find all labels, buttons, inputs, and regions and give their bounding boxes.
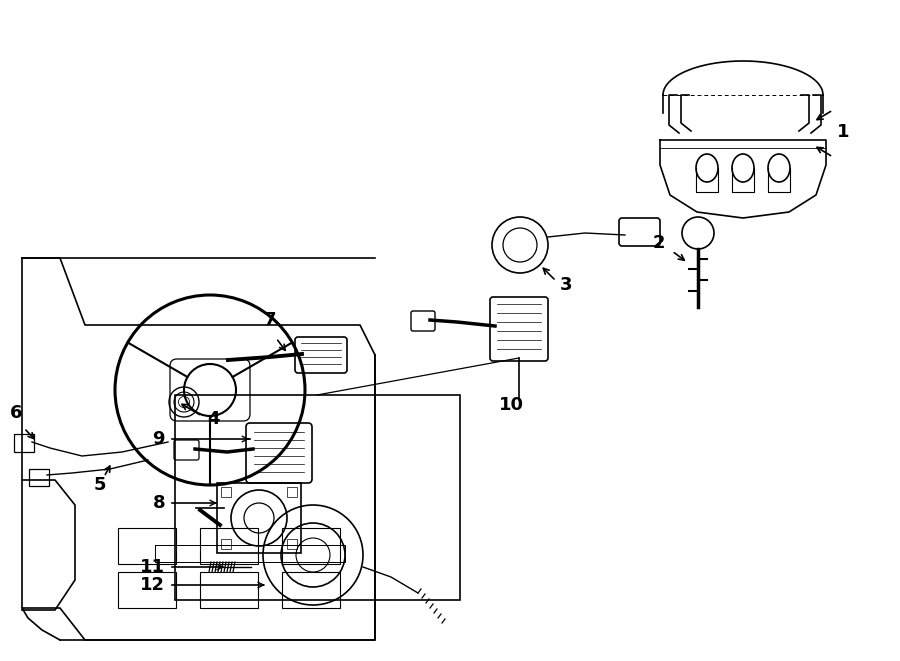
Bar [118,572,176,608]
Text: 2: 2 [652,234,665,252]
Text: 12: 12 [140,576,165,594]
Text: 10: 10 [499,396,524,414]
Text: 1: 1 [837,123,850,141]
Bar [118,528,176,564]
Text: 8: 8 [152,494,165,512]
Bar [282,528,340,564]
Bar [175,395,460,600]
Bar [200,528,258,564]
Bar [221,539,231,549]
Text: 6: 6 [10,404,22,422]
Bar [14,434,34,452]
Bar [282,572,340,608]
Text: 7: 7 [264,311,276,329]
Bar [200,572,258,608]
Text: 11: 11 [140,558,165,576]
Bar [221,487,231,497]
Text: 3: 3 [560,276,572,294]
Bar [287,539,297,549]
Bar [217,483,301,553]
Bar [287,487,297,497]
Bar [29,469,49,486]
Text: 5: 5 [94,476,106,494]
Text: 4: 4 [207,410,220,428]
Text: 9: 9 [152,430,165,448]
